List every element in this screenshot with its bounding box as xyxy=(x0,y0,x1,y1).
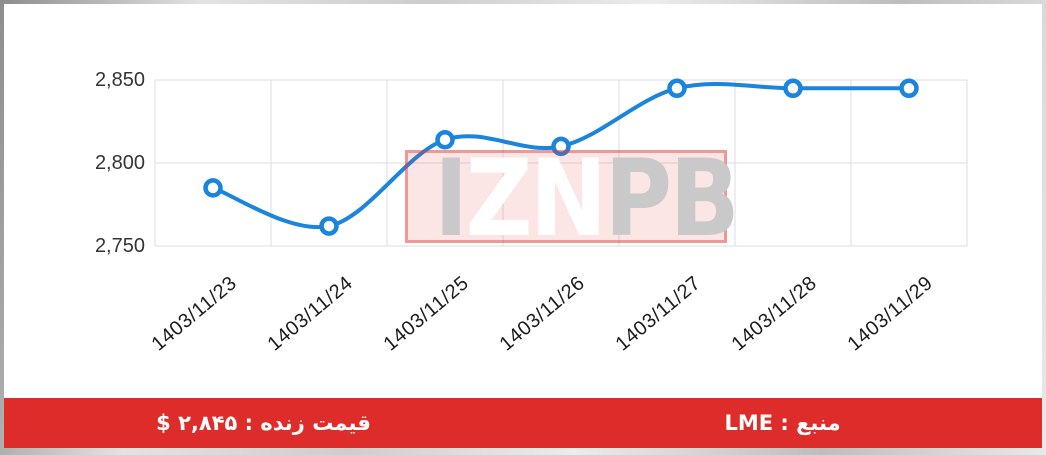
chart-canvas xyxy=(154,78,968,247)
footer-bar: قیمت زنده : ۲,۸۴۵ $ منبع : LME xyxy=(4,398,1042,448)
watermark-box xyxy=(405,150,727,243)
data-point-markers xyxy=(203,78,919,236)
y-axis-tick-label: 2,750 xyxy=(94,235,145,257)
y-axis-tick-label: 2,850 xyxy=(94,69,145,91)
y-axis-tick-label: 2,800 xyxy=(94,152,145,174)
source-label: منبع : LME xyxy=(724,411,841,435)
live-price-label: قیمت زنده : ۲,۸۴۵ $ xyxy=(156,411,371,435)
grid-lines xyxy=(154,79,968,247)
